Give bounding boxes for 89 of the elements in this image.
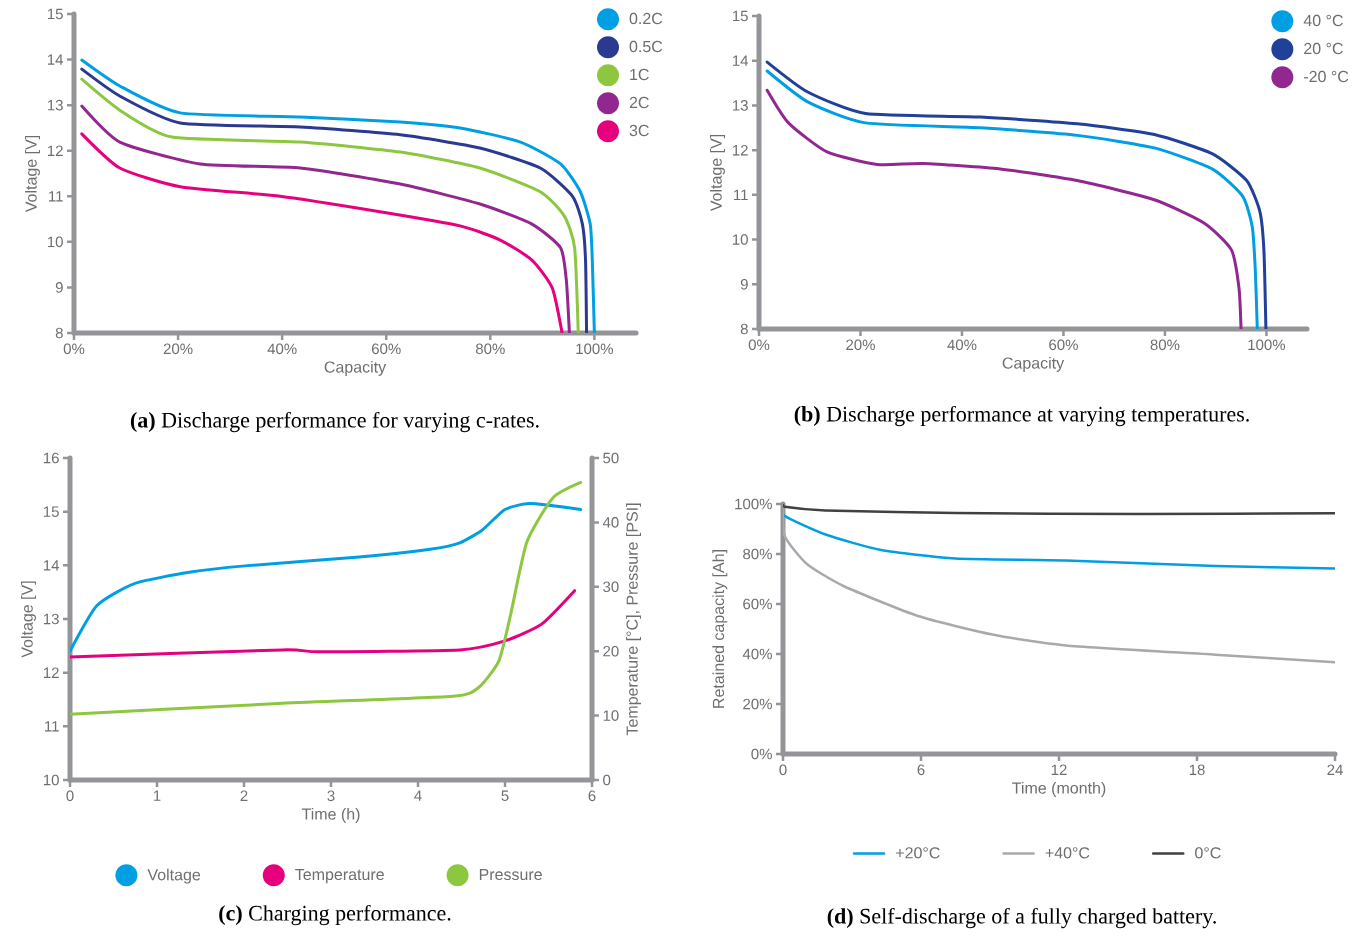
- y-tick-label: 10: [732, 234, 748, 245]
- y2-tick-label: 40: [602, 517, 619, 528]
- y-tick-label: 8: [55, 327, 63, 339]
- x-tick-label: 100%: [1248, 339, 1286, 351]
- y2-tick-label: 0: [603, 774, 611, 786]
- y-tick-label: 12: [47, 145, 63, 156]
- y-tick-label: 14: [732, 55, 749, 66]
- y-tick-label: 10: [47, 236, 63, 248]
- legend-label: -20 °C: [1304, 70, 1349, 83]
- x-tick-label: 80%: [475, 343, 505, 355]
- x-axis-title: Capacity: [1002, 356, 1065, 372]
- x-tick-label: 24: [1327, 764, 1343, 775]
- line-series: [70, 480, 583, 716]
- y-tick-label: 100%: [735, 498, 772, 510]
- legend-label: 0.5C: [629, 40, 663, 53]
- y-axis-title: Voltage [V]: [21, 581, 36, 658]
- line-series: [70, 589, 577, 659]
- legend-label: 0°C: [1195, 847, 1221, 859]
- x-tick-label: 4: [414, 790, 422, 801]
- y-tick-label: 13: [47, 99, 63, 111]
- x-tick-label: 80%: [1150, 339, 1180, 351]
- y-tick-label: 15: [47, 8, 63, 20]
- x-tick-label: 2: [240, 790, 248, 801]
- y-tick-label: 14: [43, 560, 60, 571]
- y-tick-label: 13: [732, 100, 748, 111]
- x-tick-label: 40%: [947, 339, 977, 351]
- y2-tick-label: 10: [603, 710, 619, 721]
- legend-label: Voltage: [147, 868, 201, 884]
- legend-label: +40°C: [1045, 847, 1090, 859]
- y-tick-label: 9: [55, 282, 63, 293]
- y-tick-label: 12: [43, 667, 59, 678]
- x-tick-label: 18: [1189, 764, 1205, 776]
- text: (b) Discharge performance at varying temperatures.: [794, 405, 1249, 427]
- y-tick-label: 60%: [743, 598, 772, 610]
- y-tick-label: 9: [740, 278, 748, 290]
- x-tick-label: 60%: [371, 343, 401, 355]
- y-tick-label: 11: [734, 189, 748, 201]
- x-tick-label: 5: [501, 790, 509, 801]
- x-axis-title: Capacity: [324, 360, 387, 376]
- x-tick-label: 3: [327, 790, 335, 802]
- x-axis-title: Time (h): [301, 807, 360, 823]
- y-tick-label: 11: [49, 191, 63, 202]
- legend-label: 3C: [629, 124, 649, 137]
- y2-axis-title: Temperature [°C], Pressure [PSI]: [626, 503, 641, 736]
- y-tick-label: 14: [47, 54, 64, 65]
- x-tick-label: 6: [588, 790, 596, 802]
- text: (a) Discharge performance for varying c-rates.: [130, 411, 539, 433]
- x-tick-label: 100%: [576, 343, 614, 355]
- y-tick-label: 8: [740, 323, 748, 335]
- y-tick-label: 12: [732, 144, 748, 156]
- legend-label: +20°C: [896, 847, 940, 859]
- x-tick-label: 20%: [846, 339, 875, 351]
- y-tick-label: 13: [43, 613, 59, 625]
- y-tick-label: 0%: [751, 748, 772, 760]
- y2-tick-label: 20: [603, 645, 619, 657]
- text: (c) Charging performance.: [219, 904, 451, 926]
- x-tick-label: 6: [917, 764, 925, 776]
- y-axis-title: Voltage [V]: [25, 135, 40, 213]
- y-tick-label: 80%: [743, 548, 772, 560]
- y-tick-label: 15: [732, 10, 748, 22]
- legend-label: Pressure: [479, 868, 542, 881]
- x-tick-label: 40%: [267, 343, 297, 355]
- x-tick-label: 0: [66, 790, 74, 802]
- x-tick-label: 60%: [1049, 339, 1078, 351]
- y-tick-label: 40%: [742, 648, 772, 660]
- x-tick-label: 0%: [63, 343, 85, 355]
- x-tick-label: 0: [779, 764, 787, 776]
- legend-label: 0.2C: [629, 12, 663, 25]
- line-series: [70, 502, 583, 653]
- line-series: [783, 504, 1336, 516]
- y-tick-label: 20%: [743, 698, 772, 710]
- y2-tick-label: 30: [603, 581, 619, 593]
- y-tick-label: 16: [43, 452, 59, 464]
- legend-label: Temperature: [295, 868, 384, 884]
- legend-label: 2C: [629, 96, 649, 109]
- text: (d) Self-discharge of a fully charged battery.: [827, 907, 1216, 929]
- legend-label: 20 °C: [1304, 42, 1343, 55]
- x-axis-title: Time (month): [1012, 781, 1106, 797]
- y-tick-label: 10: [43, 774, 59, 786]
- y2-tick-label: 50: [603, 452, 619, 464]
- y-axis-title: Retained capacity [Ah]: [712, 550, 728, 708]
- x-tick-label: 20%: [163, 343, 193, 355]
- legend-label: 1C: [630, 68, 649, 81]
- x-tick-label: 12: [1051, 764, 1067, 775]
- y-axis-title: Voltage [V]: [710, 134, 725, 212]
- y-tick-label: 11: [45, 721, 59, 732]
- legend-label: 40 °C: [1303, 14, 1343, 27]
- x-tick-label: 1: [153, 790, 161, 801]
- y-tick-label: 15: [43, 506, 59, 517]
